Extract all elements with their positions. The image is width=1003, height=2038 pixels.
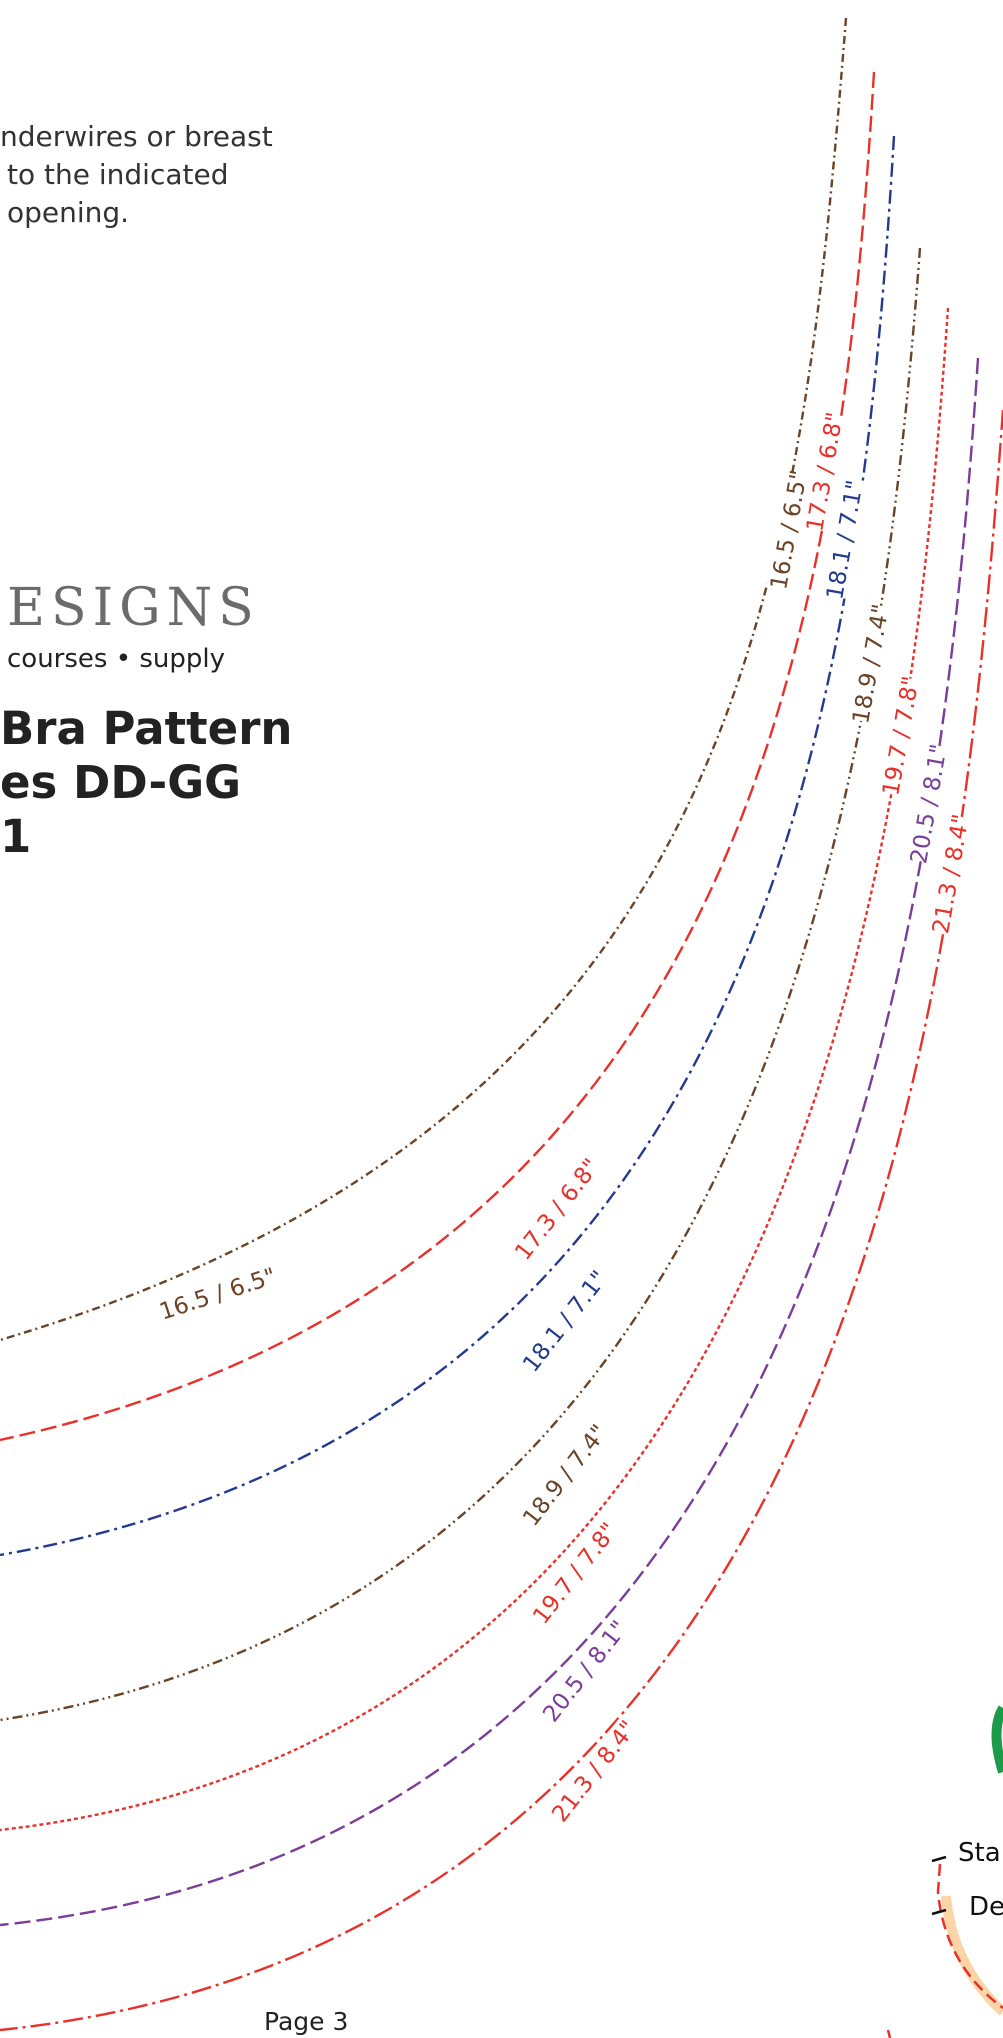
legend-graphics — [886, 1705, 1003, 2038]
wire-curve-7 — [0, 409, 1003, 2032]
instructions-line-2: to the indicated — [7, 158, 229, 191]
wire-size-label-5-upper: 19.7 / 7.8" — [878, 674, 925, 797]
instructions-line-3: opening. — [7, 196, 130, 229]
wire-size-label-2-lower: 17.3 / 6.8" — [510, 1154, 605, 1265]
pattern-title-line-2: es DD-GG — [0, 756, 242, 809]
wire-size-label-3-lower: 18.1 / 7.1" — [518, 1266, 613, 1377]
wire-label-bg — [519, 1267, 610, 1374]
wire-size-label-1-lower: 16.5 / 6.5" — [156, 1264, 279, 1326]
wire-label-bg — [878, 676, 922, 795]
wire-label-bg — [822, 480, 866, 599]
legend-tick-start — [931, 1855, 947, 1863]
wire-label-bg — [906, 744, 950, 863]
brand-tagline: courses • supply — [7, 644, 225, 674]
wire-curve-1 — [0, 17, 848, 1342]
wire-curve-4 — [0, 247, 922, 1722]
wire-curve-2 — [0, 71, 876, 1442]
wire-label-bg — [802, 412, 846, 531]
wire-label-bg — [928, 814, 972, 933]
legend-peach-band — [941, 1895, 1003, 2016]
legend-red-stub — [886, 2029, 892, 2038]
wire-label-bg — [848, 604, 892, 723]
wire-label-bg — [519, 1421, 610, 1528]
legend-start-label: Sta — [958, 1838, 1001, 1868]
legend-red-dash — [936, 1863, 1003, 2010]
instructions-line-1: nderwires or breast — [0, 120, 273, 153]
wire-curve-5 — [0, 307, 950, 1832]
wire-size-label-4-upper: 18.9 / 7.4" — [848, 602, 895, 725]
pattern-title-line-3: 1 — [0, 810, 32, 863]
pattern-title: Bra Pattern es DD-GG 1 — [0, 702, 292, 864]
wire-label-bg — [548, 1717, 639, 1824]
wire-label-bg — [539, 1617, 630, 1724]
wire-size-label-6-lower: 20.5 / 8.1" — [538, 1616, 633, 1727]
pattern-title-line-1: Bra Pattern — [0, 702, 293, 755]
legend-green-marker — [991, 1705, 1003, 1774]
wire-label-bg — [529, 1519, 620, 1626]
wire-curve-3 — [0, 135, 896, 1557]
legend-end-label: De — [969, 1892, 1003, 1922]
legend-tick-end — [931, 1908, 947, 1916]
wire-label-bg — [766, 470, 810, 589]
page-number: Page 3 — [264, 2007, 349, 2036]
wire-size-label-7-lower: 21.3 / 8.4" — [547, 1716, 642, 1827]
wire-label-bg — [511, 1155, 602, 1262]
wire-size-label-4-lower: 18.9 / 7.4" — [518, 1420, 613, 1531]
instructions-text: nderwires or breast to the indicated ope… — [0, 118, 330, 232]
brand-logo-text: ESIGNS — [7, 578, 260, 638]
wire-curve-6 — [0, 357, 980, 1927]
wire-label-bg — [158, 1263, 277, 1323]
